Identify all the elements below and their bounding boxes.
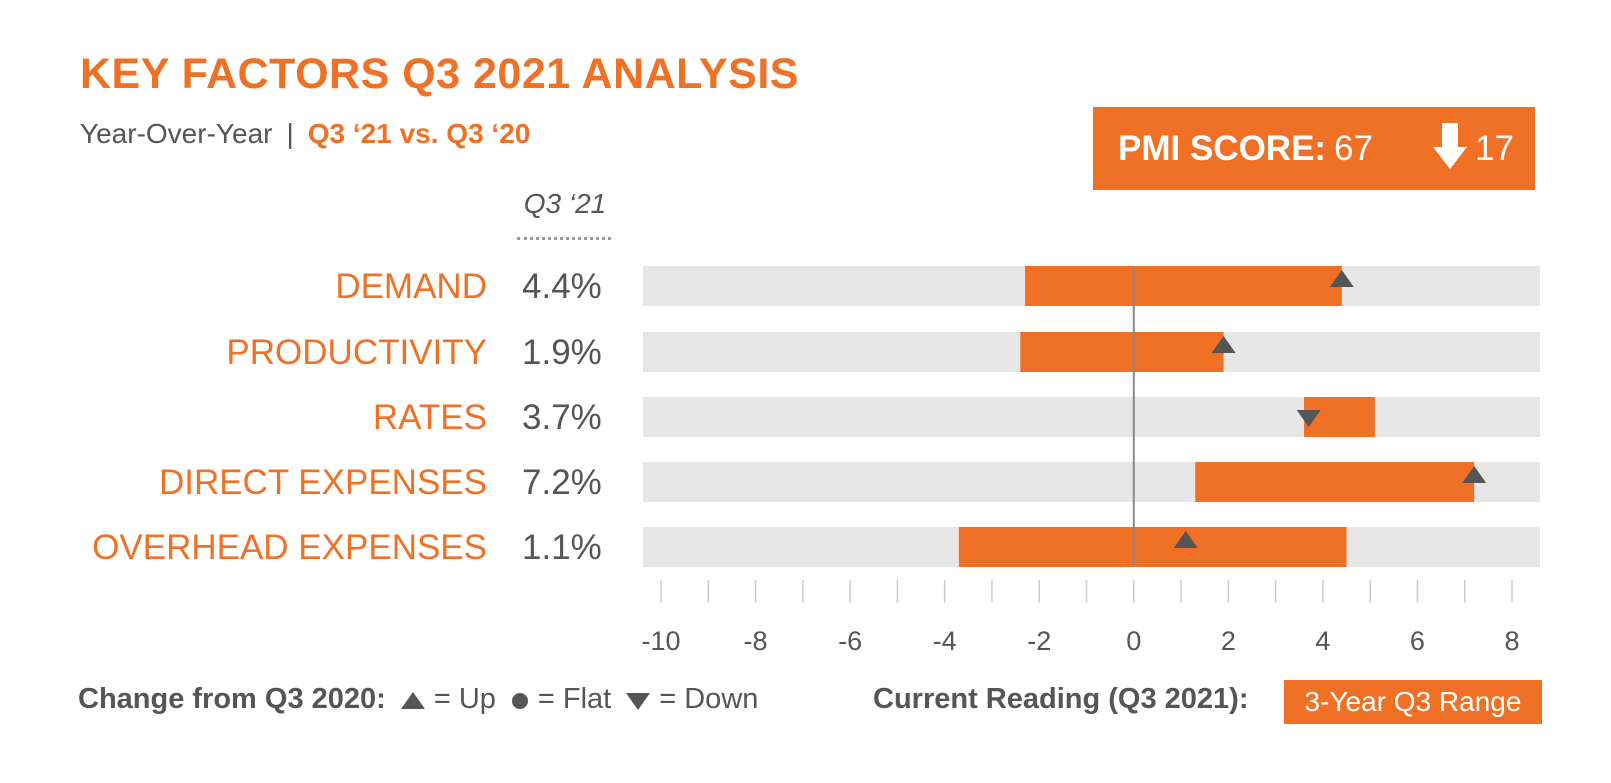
legend-up-label: = Up	[433, 683, 496, 715]
tick-label: -4	[933, 626, 957, 656]
tick-label: -10	[641, 626, 680, 656]
subtitle-comparison: Q3 ‘21 vs. Q3 ‘20	[307, 118, 531, 149]
current-value: 1.9%	[522, 333, 602, 372]
chart-title: KEY FACTORS Q3 2021 ANALYSIS	[80, 50, 799, 98]
legend-current-label: Current Reading (Q3 2021):	[873, 683, 1249, 715]
triangle-down-icon	[626, 692, 651, 710]
subtitle-period: Year-Over-Year	[80, 118, 273, 149]
range-bar	[958, 527, 1347, 567]
current-value: 7.2%	[522, 463, 602, 502]
column-header-q3-21: Q3 ‘21	[523, 188, 607, 219]
column-header-divider	[517, 237, 611, 240]
triangle-up-marker	[1462, 466, 1487, 483]
legend-change-label: Change from Q3 2020:	[78, 683, 386, 715]
tick-label: -8	[744, 626, 768, 656]
tick-label: 4	[1315, 626, 1330, 656]
circle-icon	[511, 692, 528, 709]
triangle-up-icon	[400, 691, 425, 709]
legend-range-box: 3-Year Q3 Range	[1284, 680, 1542, 724]
current-value: 1.1%	[522, 528, 602, 567]
category-label: OVERHEAD EXPENSES	[92, 528, 487, 567]
legend-change: Change from Q3 2020: = Up = Flat = Down	[78, 683, 758, 716]
triangle-down-marker	[1296, 410, 1321, 427]
pmi-value: 67	[1334, 129, 1373, 168]
category-label: DEMAND	[335, 267, 487, 306]
legend-flat-label: = Flat	[537, 683, 612, 715]
chart-subtitle: Year-Over-Year | Q3 ‘21 vs. Q3 ‘20	[80, 118, 530, 150]
current-value: 4.4%	[522, 267, 602, 306]
current-value: 3.7%	[522, 398, 602, 437]
tick-label: 6	[1410, 626, 1425, 656]
legend-down: = Down	[625, 683, 758, 716]
range-bar	[1020, 332, 1224, 372]
range-bar	[1195, 462, 1475, 502]
pmi-change: 17	[1475, 129, 1514, 168]
arrow-down-icon	[1433, 123, 1467, 178]
tick-label: 2	[1221, 626, 1236, 656]
category-label: DIRECT EXPENSES	[159, 463, 487, 502]
subtitle-separator: |	[286, 118, 294, 149]
tick-label: 0	[1126, 626, 1141, 656]
triangle-up-marker	[1211, 336, 1236, 353]
legend-down-label: = Down	[659, 683, 759, 715]
category-label: PRODUCTIVITY	[226, 333, 487, 372]
triangle-up-marker	[1173, 531, 1198, 548]
range-bar	[1025, 266, 1342, 306]
triangle-up-marker	[1329, 270, 1354, 287]
legend-up: = Up	[400, 683, 496, 716]
pmi-label: PMI SCORE:	[1118, 129, 1327, 168]
track-2	[643, 397, 1540, 437]
tick-label: 8	[1504, 626, 1519, 656]
tick-label: -6	[838, 626, 862, 656]
category-label: RATES	[373, 398, 487, 437]
pmi-score-box: PMI SCORE: 67 17	[1093, 107, 1535, 190]
range-bar	[1303, 397, 1375, 437]
tick-label: -2	[1027, 626, 1051, 656]
legend-flat: = Flat	[510, 683, 611, 716]
